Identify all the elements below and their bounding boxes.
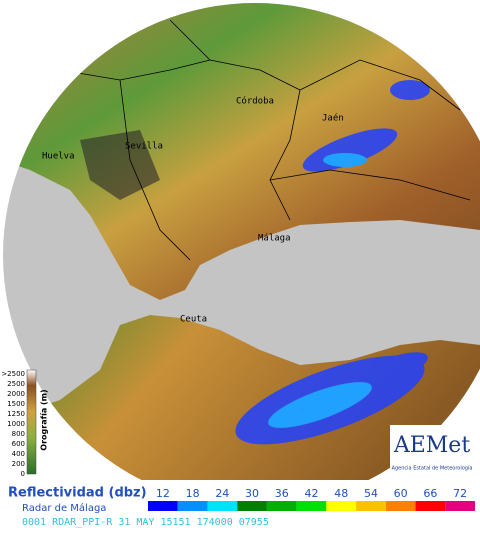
city-label: Málaga <box>258 234 291 244</box>
orography-title: Orografía (m) <box>40 389 49 450</box>
orography-label: >2500 <box>1 370 25 378</box>
legend-level: 18 <box>186 487 200 500</box>
orography-label: 0 <box>21 470 25 478</box>
legend-level: 36 <box>275 487 289 500</box>
legend-swatch <box>385 501 416 511</box>
legend-level: 30 <box>245 487 259 500</box>
legend-swatch <box>207 501 238 511</box>
orography-bar <box>26 369 37 475</box>
legend-swatch <box>237 501 267 511</box>
logo-box <box>390 425 474 477</box>
logo-subtitle: Agencia Estatal de Meteorología <box>392 465 473 472</box>
orography-label: 600 <box>12 440 25 448</box>
legend-swatch <box>326 501 357 511</box>
legend-title: Reflectividad (dbz) <box>8 486 147 501</box>
legend-swatch <box>415 501 446 511</box>
legend-level: 42 <box>305 487 319 500</box>
city-label: Córdoba <box>236 96 274 107</box>
legend-swatch <box>148 501 178 511</box>
legend-swatch <box>296 501 327 511</box>
orography-label: 800 <box>12 430 25 438</box>
land-north <box>3 3 480 300</box>
legend-level: 24 <box>215 487 229 500</box>
legend-swatch <box>177 501 208 511</box>
orography-label: 1000 <box>7 420 25 428</box>
orography-label: 2500 <box>7 380 25 388</box>
city-label: Ceuta <box>180 315 207 325</box>
land-south <box>3 315 480 480</box>
legend-swatch <box>356 501 386 511</box>
city-label: Sevilla <box>125 142 163 152</box>
legend-radar: Radar de Málaga <box>22 502 106 514</box>
orography-scale: Orografía (m) >2500250020001500125010008… <box>1 369 49 478</box>
orography-label: 400 <box>12 450 25 458</box>
echoes-light <box>268 153 372 428</box>
city-label: Huelva <box>42 152 75 162</box>
orography-label: 200 <box>12 460 25 468</box>
borders <box>59 19 471 261</box>
legend-level: 12 <box>156 487 170 500</box>
orography-label: 2000 <box>7 390 25 398</box>
legend-level: 54 <box>364 487 378 500</box>
legend-level: 60 <box>394 487 408 500</box>
logo: AEMet Agencia Estatal de Meteorología <box>390 425 474 477</box>
legend-level: 66 <box>423 487 437 500</box>
copyright: © Agencia Estatal de Meteorología <box>18 5 175 15</box>
city-label: Jaén <box>322 113 344 124</box>
legend-level: 48 <box>334 487 348 500</box>
legend-swatch <box>266 501 297 511</box>
legend-swatch <box>445 501 475 511</box>
legend: 12 18 24 30 36 42 48 54 60 66 72 <box>148 487 475 511</box>
radar-disc <box>3 3 480 480</box>
logo-name: AEMet <box>393 433 470 458</box>
legend-level: 72 <box>453 487 467 500</box>
orography-label: 1500 <box>7 400 25 408</box>
status-line: 0001 RDAR_PPI-R 31 MAY 15151 174000 0795… <box>22 517 269 528</box>
orography-label: 1250 <box>7 410 25 418</box>
cities: Córdoba Jaén Sevilla Huelva Málaga Ceuta <box>42 96 344 325</box>
